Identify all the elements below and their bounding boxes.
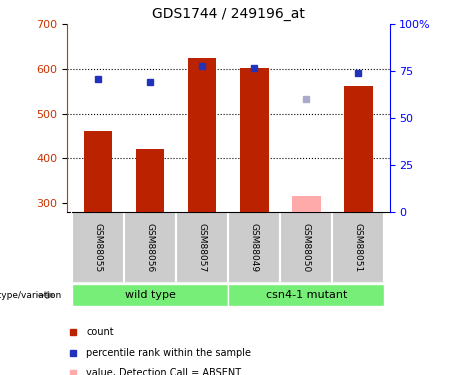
Text: GSM88056: GSM88056: [146, 223, 154, 272]
Bar: [72, 212, 124, 283]
Text: value, Detection Call = ABSENT: value, Detection Call = ABSENT: [86, 368, 241, 375]
Bar: [332, 212, 384, 283]
Bar: [344, 86, 372, 212]
Bar: [84, 130, 112, 212]
Bar: [240, 68, 268, 212]
Text: GSM88051: GSM88051: [354, 223, 363, 272]
Title: GDS1744 / 249196_at: GDS1744 / 249196_at: [152, 7, 305, 21]
Bar: [124, 212, 176, 283]
Text: GSM88050: GSM88050: [302, 223, 311, 272]
Text: wild type: wild type: [124, 290, 176, 300]
Text: csn4-1 mutant: csn4-1 mutant: [266, 290, 347, 300]
Text: count: count: [86, 327, 114, 337]
Text: GSM88049: GSM88049: [250, 223, 259, 272]
Bar: [228, 212, 280, 283]
Bar: [136, 149, 165, 212]
Bar: [280, 212, 332, 283]
Text: genotype/variation: genotype/variation: [0, 291, 62, 300]
Bar: [228, 284, 384, 306]
Bar: [176, 212, 228, 283]
Bar: [292, 196, 320, 212]
Bar: [72, 284, 228, 306]
Text: percentile rank within the sample: percentile rank within the sample: [86, 348, 251, 357]
Text: GSM88055: GSM88055: [94, 223, 103, 272]
Bar: [188, 58, 217, 212]
Text: GSM88057: GSM88057: [198, 223, 207, 272]
